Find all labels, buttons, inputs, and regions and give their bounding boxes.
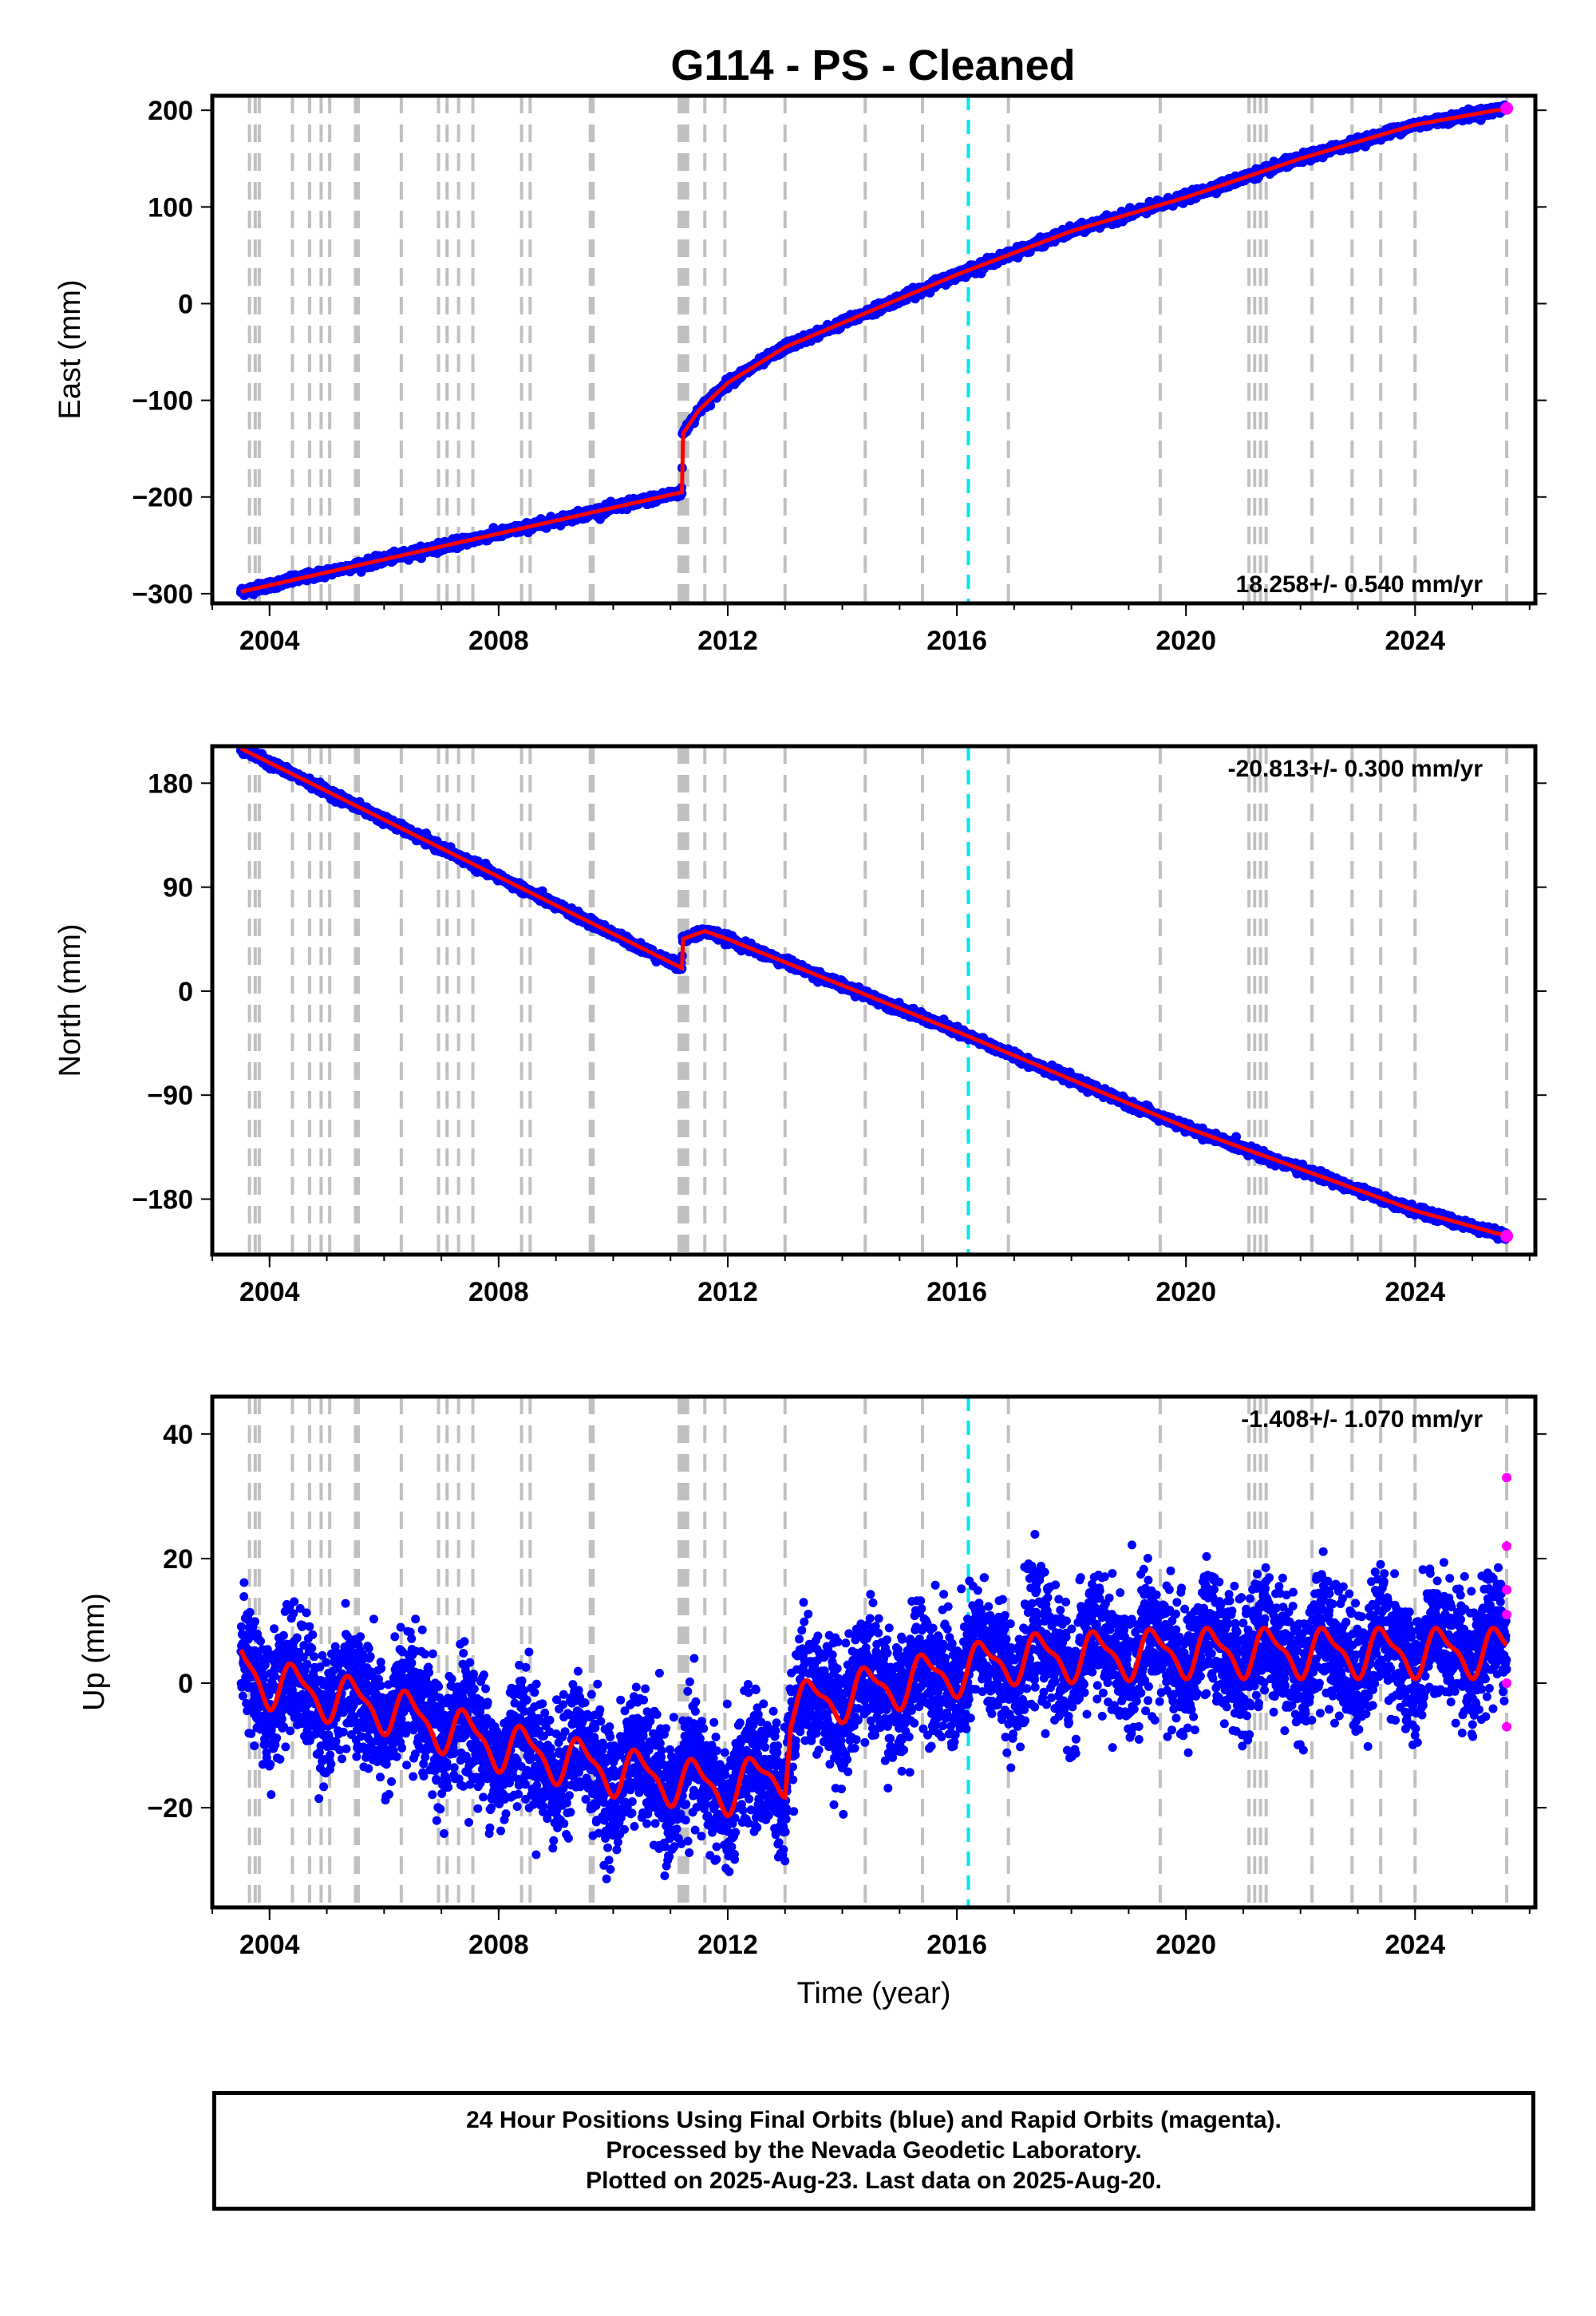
y-tick-label: −300 bbox=[132, 579, 193, 610]
y-tick-label: −200 bbox=[132, 483, 193, 513]
x-tick-label: 2008 bbox=[468, 626, 529, 656]
x-tick-label: 2012 bbox=[697, 626, 758, 656]
model-line bbox=[240, 106, 1507, 594]
figure: G114 - PS - Cleaned −300 −200 −100 0 100 200 20… bbox=[53, 41, 1547, 2010]
rate-label: 18.258+/- 0.540 mm/yr bbox=[1236, 571, 1483, 598]
plot-area bbox=[235, 746, 1514, 1255]
x-tick-label: 2020 bbox=[1156, 626, 1216, 656]
y-tick-label: 100 bbox=[148, 192, 193, 223]
x-tick-label: 2024 bbox=[1385, 626, 1445, 656]
y-tick-label: 200 bbox=[148, 96, 193, 126]
panel-frame bbox=[210, 93, 1538, 606]
plot-area bbox=[235, 96, 1514, 603]
x-tick-label: 2004 bbox=[239, 626, 300, 656]
y-tick-label: −100 bbox=[132, 386, 193, 417]
y-axis-label: East (mm) bbox=[53, 279, 87, 419]
chart-title: G114 - PS - Cleaned bbox=[670, 41, 1075, 89]
final-orbit-points bbox=[235, 100, 1511, 600]
rapid-orbit-point bbox=[1500, 101, 1514, 115]
x-tick-label: 2016 bbox=[926, 626, 987, 656]
y-tick-label: 0 bbox=[178, 289, 193, 319]
final-orbit-points bbox=[235, 746, 1511, 1244]
panel-1: −300 −200 −100 0 100 200 2004 2008 2012 2016 2020 2… bbox=[53, 93, 1547, 656]
